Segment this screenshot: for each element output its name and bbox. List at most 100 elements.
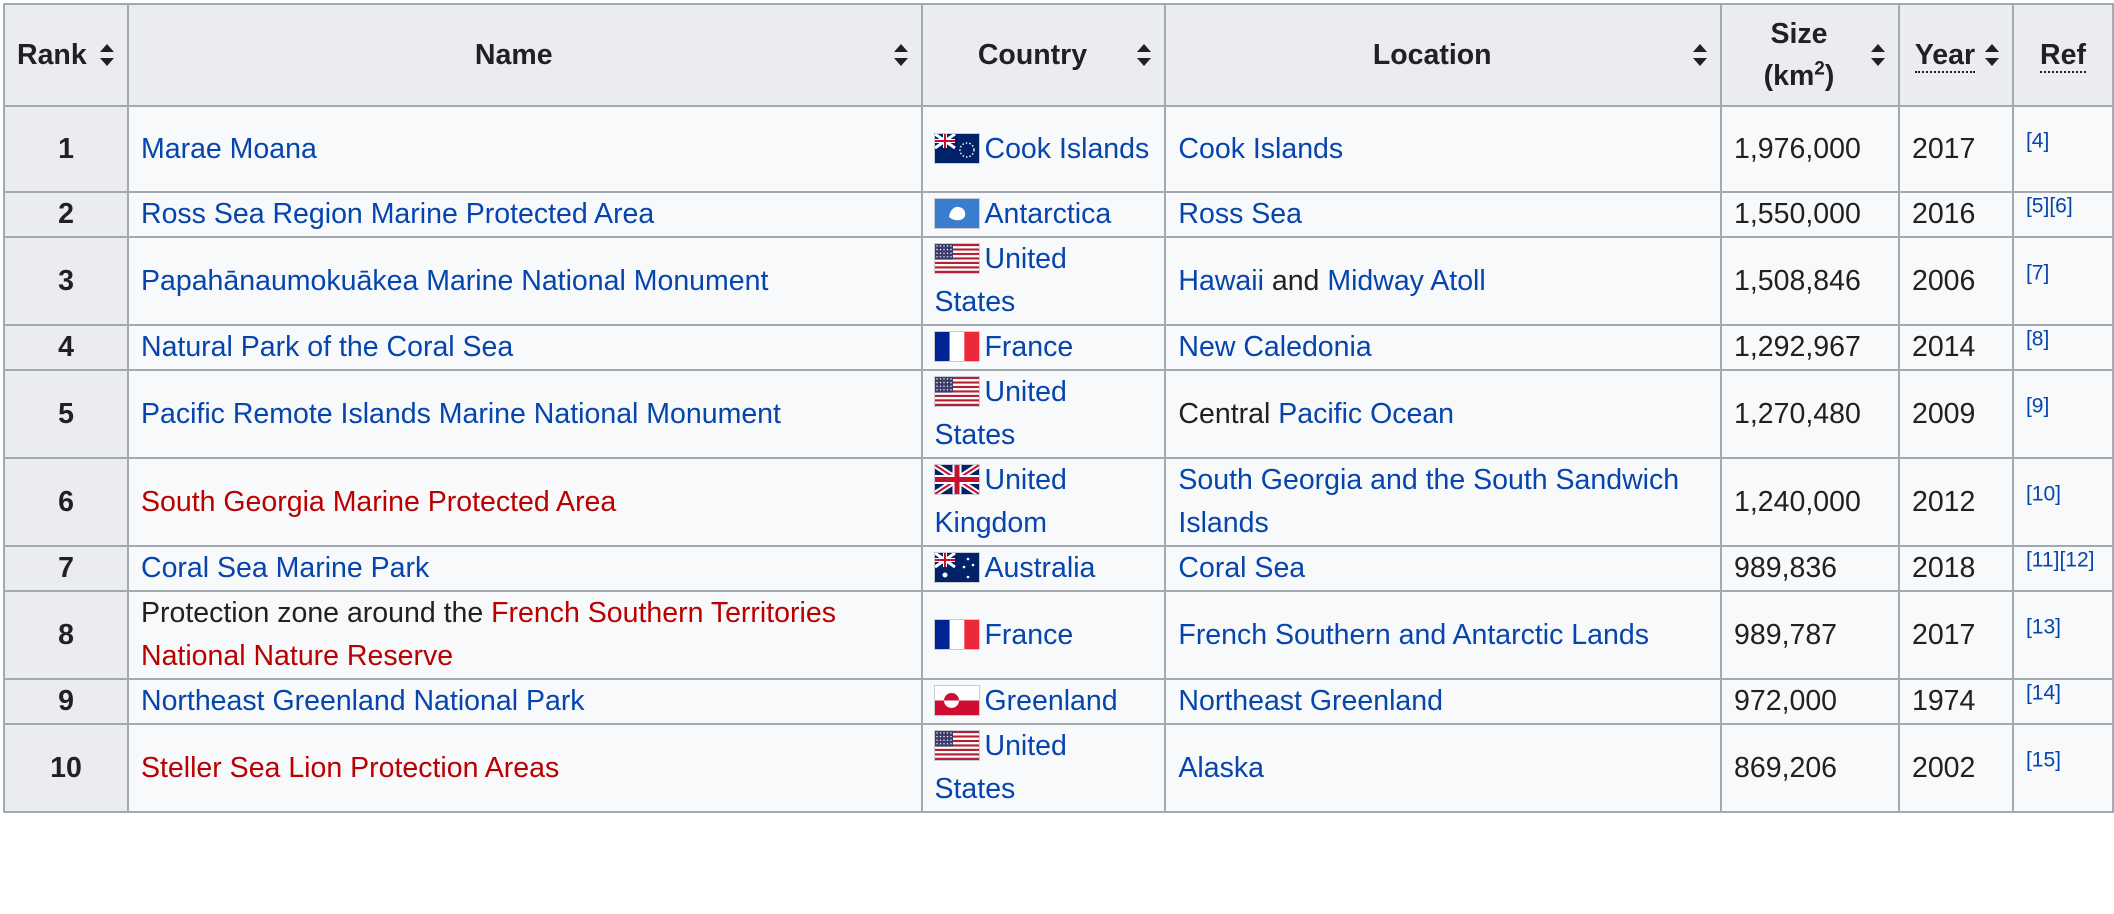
column-header-location[interactable]: Location xyxy=(1164,3,1723,107)
table-row: 4 Natural Park of the Coral Sea France New … xyxy=(3,324,2114,371)
citation-link[interactable]: [4] xyxy=(2025,129,2050,152)
wiki-link[interactable]: Ross Sea xyxy=(1178,198,1302,230)
plain-text: and xyxy=(1263,264,1328,297)
wiki-link[interactable]: Northeast Greenland xyxy=(1178,685,1443,717)
column-header-unit: (km xyxy=(1763,60,1815,92)
ref-cell: [13] xyxy=(2011,590,2114,680)
wiki-link[interactable]: Natural Park of the Coral Sea xyxy=(140,331,514,363)
wiki-link[interactable]: French Southern and Antarctic Lands xyxy=(1178,618,1649,651)
country-link[interactable]: United States xyxy=(934,376,1067,451)
country-link[interactable]: Greenland xyxy=(984,685,1118,717)
column-header-size[interactable]: Size (km2) xyxy=(1720,3,1900,107)
size-cell: 1,508,846 xyxy=(1720,236,1900,326)
wiki-redlink[interactable]: French Southern Territories National Nat… xyxy=(140,597,836,672)
citation-link[interactable]: [7] xyxy=(2025,261,2050,284)
wiki-redlink[interactable]: South Georgia Marine Protected Area xyxy=(140,485,617,518)
country-link[interactable]: Cook Islands xyxy=(984,132,1150,165)
table-row: 9 Northeast Greenland National Park Greenl… xyxy=(3,678,2114,725)
country-cell: France xyxy=(920,590,1167,680)
wiki-link[interactable]: Midway Atoll xyxy=(1327,264,1486,297)
column-header-name[interactable]: Name xyxy=(126,3,923,107)
name-cell: Protection zone around the French Southe… xyxy=(126,590,923,680)
rank-cell: 4 xyxy=(3,324,129,371)
rank-cell: 5 xyxy=(3,369,129,459)
wiki-redlink[interactable]: Steller Sea Lion Protection Areas xyxy=(140,751,560,784)
wiki-link[interactable]: Coral Sea xyxy=(1178,552,1306,584)
wiki-link[interactable]: Northeast Greenland National Park xyxy=(140,685,585,717)
column-header-label: Name xyxy=(474,39,553,71)
wiki-link[interactable]: Cook Islands xyxy=(1178,132,1344,165)
size-cell: 972,000 xyxy=(1720,678,1900,725)
ref-cell: [8] xyxy=(2011,324,2114,371)
country-link[interactable]: France xyxy=(984,331,1074,363)
us-flag xyxy=(934,377,979,406)
sort-arrows-icon[interactable] xyxy=(1693,44,1708,66)
ref-cell: [7] xyxy=(2011,236,2114,326)
year-cell: 2009 xyxy=(1897,369,2014,459)
greenland-flag xyxy=(934,686,979,715)
table-row: 6 South Georgia Marine Protected Area Unit… xyxy=(3,457,2114,547)
table-header-row: Rank Name Country Location Size (km2) xyxy=(3,3,2114,107)
year-cell: 2014 xyxy=(1897,324,2014,371)
name-cell: Pacific Remote Islands Marine National M… xyxy=(126,369,923,459)
year-cell: 2006 xyxy=(1897,236,2014,326)
wiki-link[interactable]: Hawaii xyxy=(1178,264,1264,297)
plain-text: Protection zone around the xyxy=(140,597,492,629)
citation-link[interactable]: [5][6] xyxy=(2025,194,2073,218)
rank-cell: 3 xyxy=(3,236,129,326)
sort-arrows-icon[interactable] xyxy=(1870,44,1885,66)
wiki-link[interactable]: Alaska xyxy=(1178,751,1264,784)
citation-link[interactable]: [14] xyxy=(2025,681,2061,705)
citation-link[interactable]: [10] xyxy=(2025,482,2061,505)
country-cell: Antarctica xyxy=(920,191,1167,238)
column-header-label: Year xyxy=(1914,39,1976,73)
us-flag xyxy=(934,244,979,273)
rank-cell: 8 xyxy=(3,590,129,680)
sort-arrows-icon[interactable] xyxy=(99,44,114,66)
name-cell: Northeast Greenland National Park xyxy=(126,678,923,725)
sort-arrows-icon[interactable] xyxy=(1984,44,1999,66)
country-link[interactable]: United States xyxy=(934,730,1067,805)
year-cell: 2017 xyxy=(1897,590,2014,680)
wiki-link[interactable]: South Georgia and the South Sandwich Isl… xyxy=(1178,464,1680,539)
wiki-link[interactable]: Pacific Remote Islands Marine National M… xyxy=(140,397,781,430)
column-header-country[interactable]: Country xyxy=(920,3,1167,107)
wiki-link[interactable]: Pacific Ocean xyxy=(1278,397,1455,430)
name-cell: Steller Sea Lion Protection Areas xyxy=(126,723,923,813)
citation-link[interactable]: [11][12] xyxy=(2025,548,2095,572)
citation-link[interactable]: [8] xyxy=(2025,327,2050,351)
country-link[interactable]: United States xyxy=(934,243,1067,318)
ref-cell: [10] xyxy=(2011,457,2114,547)
rank-cell: 7 xyxy=(3,545,129,592)
ref-cell: [11][12] xyxy=(2011,545,2114,592)
country-link[interactable]: Australia xyxy=(984,552,1096,584)
name-cell: Coral Sea Marine Park xyxy=(126,545,923,592)
wiki-link[interactable]: Papahānaumokuākea Marine National Monume… xyxy=(140,264,769,297)
column-header-rank[interactable]: Rank xyxy=(3,3,129,107)
year-cell: 2012 xyxy=(1897,457,2014,547)
rank-cell: 2 xyxy=(3,191,129,238)
location-cell: Coral Sea xyxy=(1164,545,1723,592)
size-cell: 1,240,000 xyxy=(1720,457,1900,547)
citation-link[interactable]: [15] xyxy=(2025,748,2061,771)
sort-arrows-icon[interactable] xyxy=(893,44,908,66)
table-row: 10 Steller Sea Lion Protection Areas Unite… xyxy=(3,723,2114,813)
location-cell: New Caledonia xyxy=(1164,324,1723,371)
sort-arrows-icon[interactable] xyxy=(1137,44,1152,66)
citation-link[interactable]: [13] xyxy=(2025,615,2061,638)
wiki-link[interactable]: Ross Sea Region Marine Protected Area xyxy=(140,198,655,230)
country-link[interactable]: United Kingdom xyxy=(934,464,1067,539)
wiki-link[interactable]: Marae Moana xyxy=(140,132,317,165)
name-cell: Marae Moana xyxy=(126,105,923,193)
location-cell: Northeast Greenland xyxy=(1164,678,1723,725)
wiki-link[interactable]: Coral Sea Marine Park xyxy=(140,552,430,584)
country-link[interactable]: France xyxy=(984,618,1074,651)
country-link[interactable]: Antarctica xyxy=(984,198,1112,230)
wiki-link[interactable]: New Caledonia xyxy=(1178,331,1372,363)
country-cell: Australia xyxy=(920,545,1167,592)
citation-link[interactable]: [9] xyxy=(2025,394,2050,417)
column-header-year[interactable]: Year xyxy=(1897,3,2014,107)
country-cell: France xyxy=(920,324,1167,371)
table-row: 1 Marae Moana Cook Islands Cook Islands 1,97… xyxy=(3,105,2114,193)
column-header-unit-close: ) xyxy=(1824,60,1835,92)
